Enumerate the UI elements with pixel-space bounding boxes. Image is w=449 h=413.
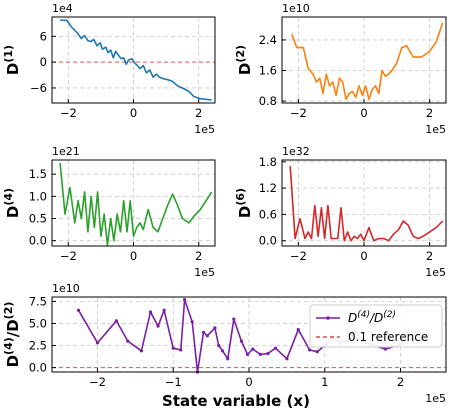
data-point (213, 326, 217, 330)
data-point (239, 339, 244, 343)
y-tick-label: 0.6 (259, 207, 277, 221)
subplot-4: −2 0 2 0.0 0.6 1.2 1.8 1e5 1e32 D(6) (234, 145, 447, 279)
data-point (232, 317, 236, 321)
legend-marker (326, 316, 330, 320)
y-tick-label: 1.5 (29, 167, 47, 181)
data-point (273, 346, 278, 350)
y-axis-label: D(4) (2, 188, 22, 218)
x-offset-label: 1e5 (425, 123, 446, 136)
x-tick-label: −2 (89, 375, 106, 389)
y-tick-label: 1.2 (259, 181, 277, 195)
y-tick-label: 5.0 (29, 316, 47, 330)
data-point (308, 348, 312, 352)
series-line (59, 163, 213, 246)
x-tick-label: 0 (130, 249, 137, 263)
y-tick-label: 0 (40, 55, 47, 69)
data-point (245, 352, 250, 356)
x-tick-label: 2 (195, 106, 202, 120)
y-tick-label: 0.0 (29, 361, 47, 375)
y-axis-label: D(6) (234, 188, 254, 218)
data-point (383, 347, 387, 351)
x-tick-label: 2 (195, 249, 202, 263)
data-point (95, 341, 100, 345)
y-tick-label: 7.5 (29, 294, 47, 308)
x-axis-label: State variable (x) (162, 392, 310, 410)
y-axis-label: D(1) (2, 45, 22, 75)
data-point (179, 348, 183, 352)
x-offset-label: 1e5 (425, 392, 446, 405)
data-point (296, 328, 300, 332)
legend-frame (309, 304, 443, 348)
data-point (190, 320, 194, 324)
y-tick-label: −6 (30, 81, 47, 95)
y-tick-label: 0.0 (259, 234, 277, 248)
legend: D(4)/D(2) 0.1 reference (309, 304, 443, 348)
y-offset-label: 1e21 (52, 145, 80, 158)
data-point (217, 343, 221, 348)
y-axis-label: D(2) (234, 45, 254, 75)
subplot-1: −2 0 2 −6 0 6 1e5 1e4 D(1) (2, 2, 216, 136)
series-line (291, 22, 444, 100)
x-offset-label: 1e5 (194, 266, 215, 279)
data-point (182, 298, 187, 302)
x-tick-label: −1 (165, 375, 182, 389)
y-tick-label: 6 (40, 29, 47, 43)
data-point (126, 339, 130, 343)
y-tick-label: 0.5 (29, 212, 47, 226)
data-point (315, 350, 319, 354)
y-offset-label: 1e10 (52, 282, 80, 295)
x-offset-label: 1e5 (425, 266, 446, 279)
data-point (251, 347, 255, 351)
x-tick-label: −2 (60, 249, 77, 263)
data-point (139, 349, 144, 353)
data-point (201, 330, 206, 334)
y-tick-label: 2.5 (29, 339, 47, 353)
data-point (285, 357, 289, 361)
data-point (148, 310, 153, 314)
data-point (156, 324, 160, 328)
data-point (114, 319, 119, 323)
series-line (60, 19, 212, 101)
x-tick-label: 2 (426, 249, 433, 263)
x-tick-label: −2 (60, 106, 77, 120)
x-tick-label: −2 (290, 249, 307, 263)
x-tick-label: 0 (130, 106, 137, 120)
data-point (162, 308, 166, 312)
data-point (226, 357, 230, 361)
y-tick-label: 1.0 (29, 189, 47, 203)
y-tick-label: 1.8 (259, 155, 277, 169)
y-tick-label: 2.4 (259, 33, 277, 47)
data-point (258, 352, 262, 356)
x-tick-label: 1 (321, 375, 328, 389)
data-point (76, 308, 81, 312)
subplot-2: −2 0 2 0.8 1.6 2.4 1e5 1e10 D(2) (234, 2, 447, 136)
series-line (289, 166, 444, 242)
y-offset-label: 1e10 (282, 2, 310, 15)
legend-label: 0.1 reference (348, 330, 428, 344)
y-offset-label: 1e32 (282, 145, 310, 158)
x-tick-label: 0 (360, 249, 367, 263)
x-tick-label: 2 (397, 375, 404, 389)
data-point (266, 351, 270, 356)
y-tick-label: 0.0 (29, 234, 47, 248)
data-point (220, 349, 225, 353)
x-tick-label: 0 (245, 375, 252, 389)
data-point (171, 346, 175, 350)
subplot-3: −2 0 2 0.0 0.5 1.0 1.5 1e5 1e21 D(4) (2, 145, 216, 279)
y-axis-label: D(4)/D(2) (2, 302, 22, 368)
x-offset-label: 1e5 (194, 123, 215, 136)
x-tick-label: 2 (426, 106, 433, 120)
y-offset-label: 1e4 (52, 2, 73, 15)
y-tick-label: 1.6 (259, 64, 277, 78)
legend-label: D(4)/D(2) (348, 310, 396, 325)
x-tick-label: 0 (360, 106, 367, 120)
data-point (205, 334, 209, 338)
y-tick-label: 0.8 (259, 94, 277, 108)
x-tick-label: −2 (290, 106, 307, 120)
